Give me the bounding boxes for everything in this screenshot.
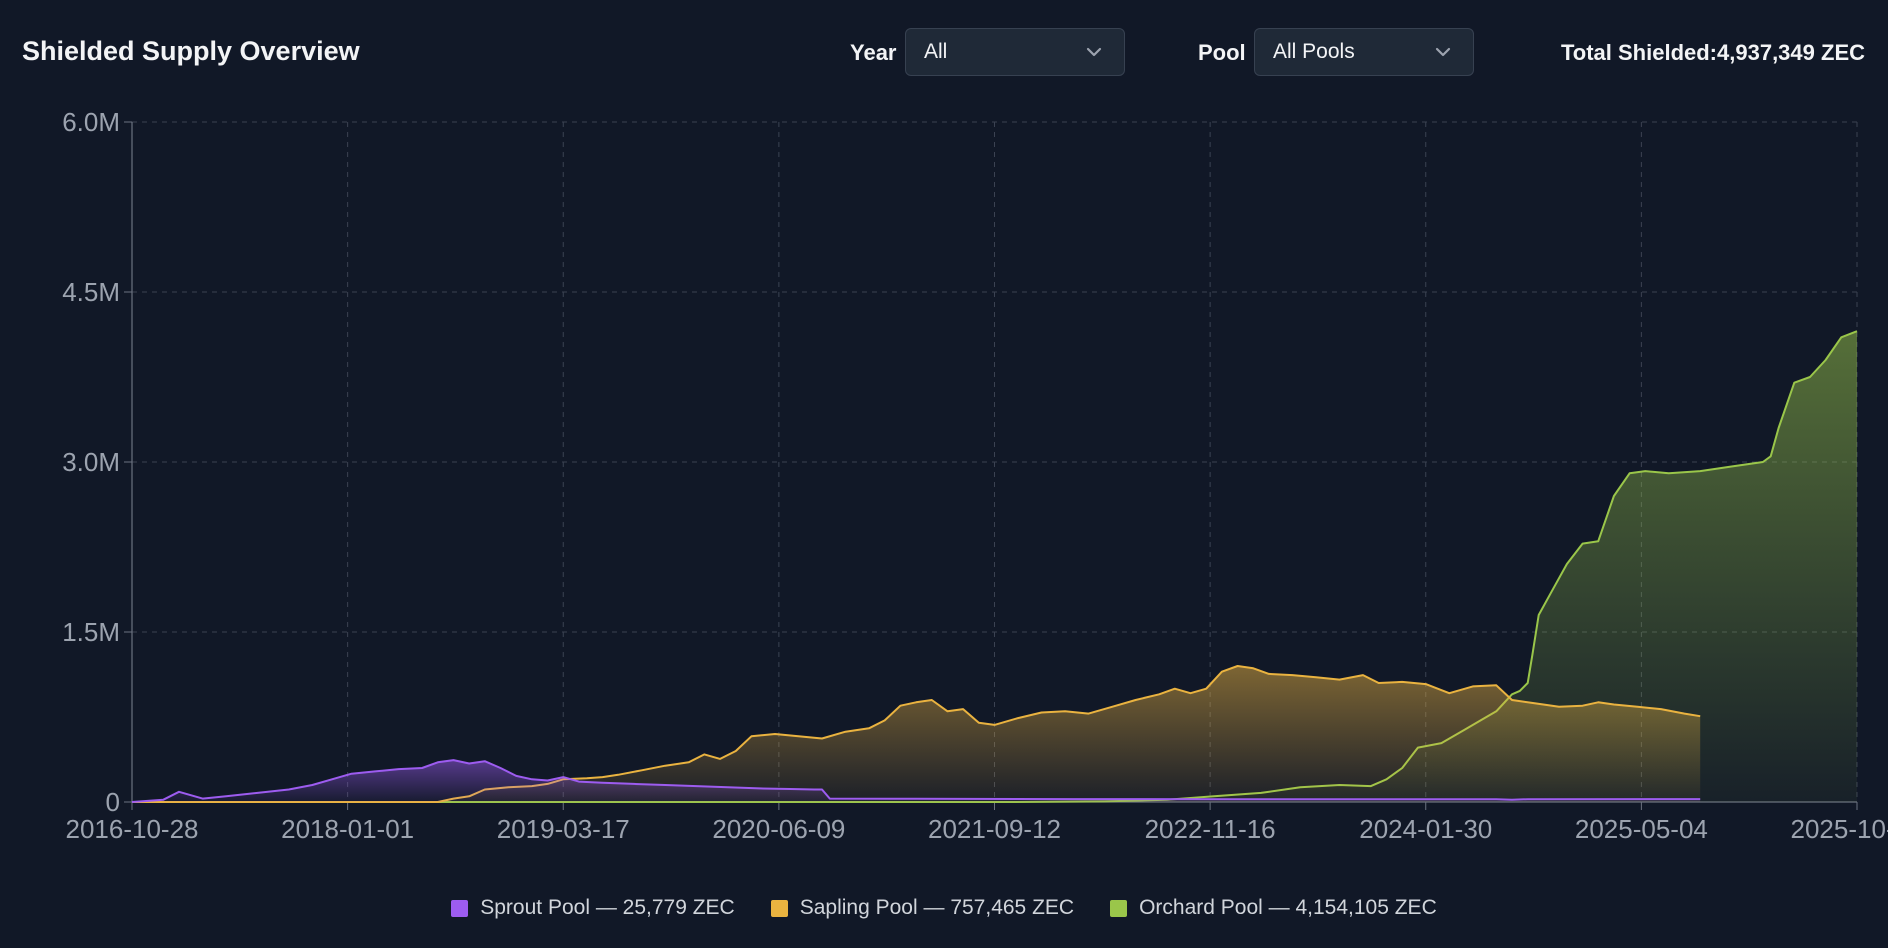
sprout-pool-area — [132, 760, 1701, 802]
x-tick-label: 2025-10-29 — [1791, 814, 1888, 844]
x-tick-label: 2019-03-17 — [497, 814, 630, 844]
legend-label-sprout: Sprout Pool — 25,779 ZEC — [480, 896, 735, 919]
x-tick-label: 2025-05-04 — [1575, 814, 1708, 844]
page-title: Shielded Supply Overview — [22, 36, 360, 66]
total-shielded-label: Total Shielded: — [1560, 40, 1718, 65]
pool-select[interactable]: All Pools — [1254, 28, 1474, 76]
pool-filter-label: Pool — [1198, 40, 1246, 65]
legend-swatch-sprout — [451, 899, 469, 917]
total-shielded: Total Shielded:4,937,349 ZEC — [1561, 40, 1865, 66]
year-select[interactable]: All — [905, 28, 1125, 76]
y-tick-label: 6.0M — [62, 107, 120, 137]
legend-item-orchard[interactable]: Orchard Pool — 4,154,105 ZEC — [1110, 896, 1437, 920]
sapling-pool-area — [132, 666, 1701, 802]
year-select-value: All — [924, 40, 948, 63]
sprout-pool-line — [131, 759, 1701, 803]
pool-select-value: All Pools — [1273, 40, 1355, 63]
shielded-supply-chart: 0 1.5M 3.0M 4.5M 6.0M 2016-10-28 2018-01-01 201… — [62, 107, 1888, 844]
x-tick-label: 2022-11-16 — [1145, 814, 1276, 844]
chevron-down-icon — [1435, 47, 1451, 57]
y-tick-label: 3.0M — [62, 447, 120, 477]
y-tick-label: 4.5M — [62, 277, 120, 307]
chart-legend: Sprout Pool — 25,779 ZEC Sapling Pool — … — [0, 896, 1888, 920]
legend-label-sapling: Sapling Pool — 757,465 ZEC — [799, 896, 1075, 919]
x-tick-label: 2016-10-28 — [66, 814, 199, 844]
x-tick-label: 2021-09-12 — [928, 814, 1061, 844]
y-tick-label: 0 — [106, 787, 120, 817]
sapling-pool-line — [132, 665, 1701, 803]
total-shielded-value: 4,937,349 ZEC — [1717, 40, 1865, 65]
legend-label-orchard: Orchard Pool — 4,154,105 ZEC — [1139, 896, 1437, 919]
legend-swatch-orchard — [1110, 899, 1128, 917]
legend-swatch-sapling — [770, 899, 788, 917]
x-tick-label: 2024-01-30 — [1359, 814, 1492, 844]
legend-item-sprout[interactable]: Sprout Pool — 25,779 ZEC — [451, 896, 735, 920]
legend-item-sapling[interactable]: Sapling Pool — 757,465 ZEC — [770, 896, 1075, 920]
y-tick-label: 1.5M — [62, 617, 120, 647]
year-filter-label: Year — [850, 40, 897, 65]
x-tick-label: 2020-06-09 — [712, 814, 845, 844]
chevron-down-icon — [1086, 47, 1102, 57]
x-tick-label: 2018-01-01 — [281, 814, 414, 844]
